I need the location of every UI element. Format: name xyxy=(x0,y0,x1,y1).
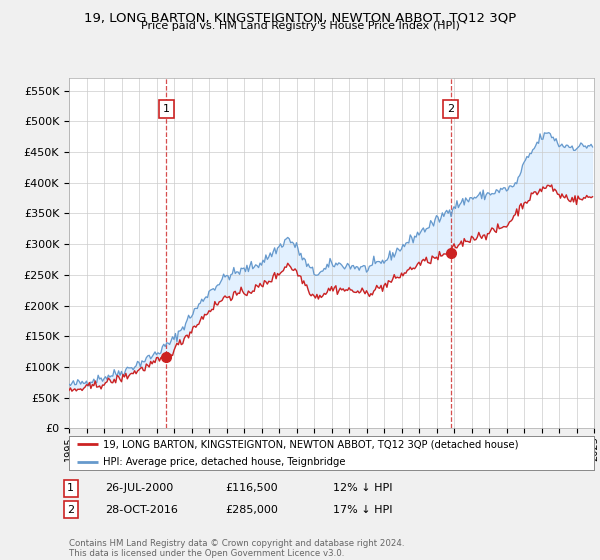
Text: £285,000: £285,000 xyxy=(225,505,278,515)
Text: Price paid vs. HM Land Registry's House Price Index (HPI): Price paid vs. HM Land Registry's House … xyxy=(140,21,460,31)
Text: £116,500: £116,500 xyxy=(225,483,278,493)
Text: 19, LONG BARTON, KINGSTEIGNTON, NEWTON ABBOT, TQ12 3QP: 19, LONG BARTON, KINGSTEIGNTON, NEWTON A… xyxy=(84,11,516,24)
Text: 2: 2 xyxy=(447,104,454,114)
Text: 26-JUL-2000: 26-JUL-2000 xyxy=(105,483,173,493)
Text: HPI: Average price, detached house, Teignbridge: HPI: Average price, detached house, Teig… xyxy=(103,457,346,466)
Text: 17% ↓ HPI: 17% ↓ HPI xyxy=(333,505,392,515)
Text: 19, LONG BARTON, KINGSTEIGNTON, NEWTON ABBOT, TQ12 3QP (detached house): 19, LONG BARTON, KINGSTEIGNTON, NEWTON A… xyxy=(103,440,518,449)
Text: Contains HM Land Registry data © Crown copyright and database right 2024.
This d: Contains HM Land Registry data © Crown c… xyxy=(69,539,404,558)
Text: 1: 1 xyxy=(67,483,74,493)
Text: 2: 2 xyxy=(67,505,74,515)
Text: 1: 1 xyxy=(163,104,170,114)
Text: 28-OCT-2016: 28-OCT-2016 xyxy=(105,505,178,515)
Text: 12% ↓ HPI: 12% ↓ HPI xyxy=(333,483,392,493)
